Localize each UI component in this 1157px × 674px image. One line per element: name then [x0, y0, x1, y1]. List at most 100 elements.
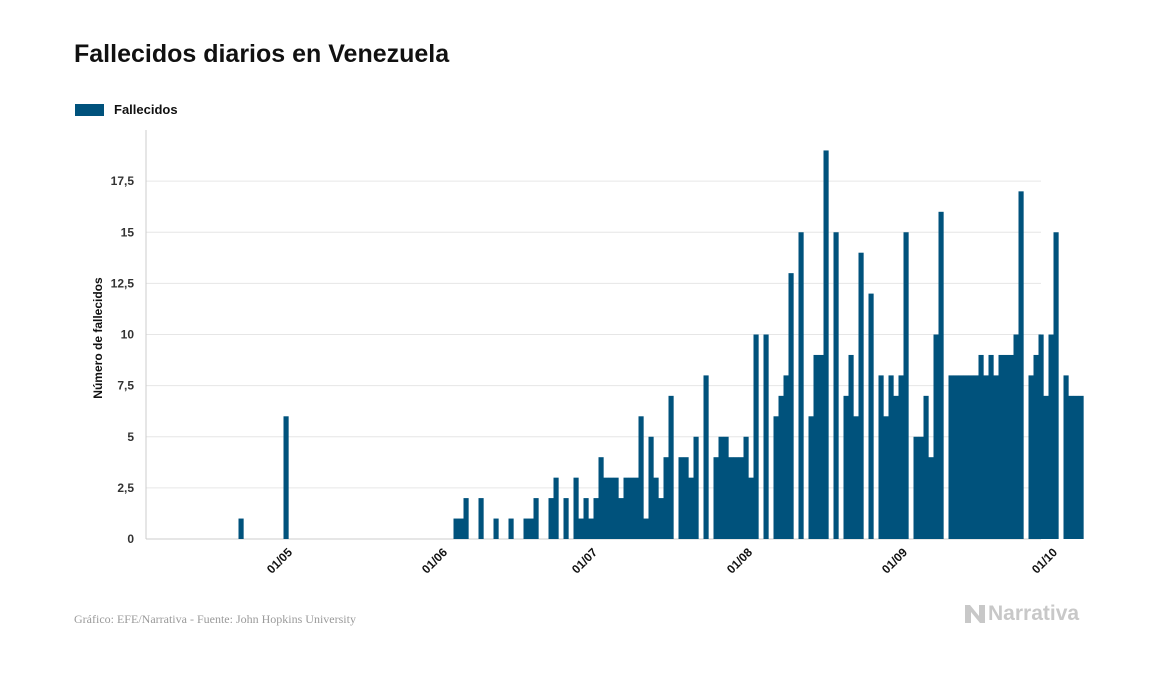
bar [1048, 334, 1054, 539]
bar [888, 375, 894, 539]
bar [978, 354, 984, 539]
bar [833, 232, 839, 539]
bar [658, 498, 664, 539]
bar [933, 334, 939, 539]
bar [738, 457, 744, 539]
y-tick-label: 10 [121, 328, 135, 342]
y-tick-label: 12,5 [111, 276, 135, 290]
bar [598, 457, 604, 539]
x-tick-label: 01/07 [569, 545, 600, 576]
x-tick-label: 01/10 [1029, 545, 1060, 576]
bar [918, 436, 924, 539]
bar [843, 395, 849, 539]
bar [1028, 375, 1034, 539]
bar [523, 518, 529, 539]
bar [823, 150, 829, 539]
bar [463, 498, 469, 539]
x-tick-label: 01/06 [419, 545, 450, 576]
legend-swatch [75, 103, 104, 116]
bar [613, 477, 619, 539]
x-tick-label: 01/05 [264, 545, 295, 576]
bar [753, 334, 759, 539]
bar [638, 416, 644, 539]
bar [878, 375, 884, 539]
bar [628, 477, 634, 539]
bar [283, 416, 289, 539]
bar [963, 375, 969, 539]
x-tick-label: 01/09 [879, 545, 910, 576]
bar [643, 518, 649, 539]
bar [813, 354, 819, 539]
chart-title: Fallecidos diarios en Venezuela [74, 40, 450, 68]
bar [788, 273, 794, 539]
bar [808, 416, 814, 539]
y-tick-label: 5 [127, 430, 134, 444]
bar [1063, 375, 1069, 539]
bar [1068, 395, 1074, 539]
bar [678, 457, 684, 539]
bar [948, 375, 954, 539]
bar [743, 436, 749, 539]
bar [983, 375, 989, 539]
y-axis-ticks: 0 2,5 5 7,5 10 12,5 15 17,5 [111, 174, 135, 546]
bar [1053, 232, 1059, 539]
bar [913, 436, 919, 539]
narrativa-n-logo-icon [965, 605, 985, 623]
bar [723, 436, 729, 539]
bar [668, 395, 674, 539]
bar [1033, 354, 1039, 539]
bar [663, 457, 669, 539]
y-tick-label: 15 [121, 225, 135, 239]
bar [563, 498, 569, 539]
bar [718, 436, 724, 539]
bar [683, 457, 689, 539]
bar [588, 518, 594, 539]
legend-label: Fallecidos [114, 102, 178, 117]
bar [998, 354, 1004, 539]
bar [968, 375, 974, 539]
bar [988, 354, 994, 539]
bar [883, 416, 889, 539]
bar [733, 457, 739, 539]
bar [953, 375, 959, 539]
x-tick-label: 01/08 [724, 545, 755, 576]
bar [1018, 191, 1024, 539]
y-tick-label: 7,5 [117, 379, 134, 393]
bar [713, 457, 719, 539]
bar [623, 477, 629, 539]
bar [578, 518, 584, 539]
bar [903, 232, 909, 539]
bar [648, 436, 654, 539]
bar [773, 416, 779, 539]
y-tick-label: 2,5 [117, 481, 134, 495]
bar [1043, 395, 1049, 539]
bar [238, 518, 244, 539]
bars [238, 150, 1084, 540]
bar [848, 354, 854, 539]
bar [493, 518, 499, 539]
bar [928, 457, 934, 539]
bar [763, 334, 769, 539]
bar [893, 395, 899, 539]
bar [553, 477, 559, 539]
brand-logo: Narrativa [964, 602, 1079, 626]
bar [593, 498, 599, 539]
bar [1078, 395, 1084, 539]
bar [858, 252, 864, 539]
bar [728, 457, 734, 539]
bar [703, 375, 709, 539]
bar [1073, 395, 1079, 539]
bar [693, 436, 699, 539]
bar [603, 477, 609, 539]
bar [478, 498, 484, 539]
bar [573, 477, 579, 539]
bar [818, 354, 824, 539]
bar [528, 518, 534, 539]
y-tick-label: 0 [127, 532, 134, 546]
bar [453, 518, 459, 539]
legend: Fallecidos [75, 102, 178, 117]
bar [583, 498, 589, 539]
bar [688, 477, 694, 539]
bar [458, 518, 464, 539]
